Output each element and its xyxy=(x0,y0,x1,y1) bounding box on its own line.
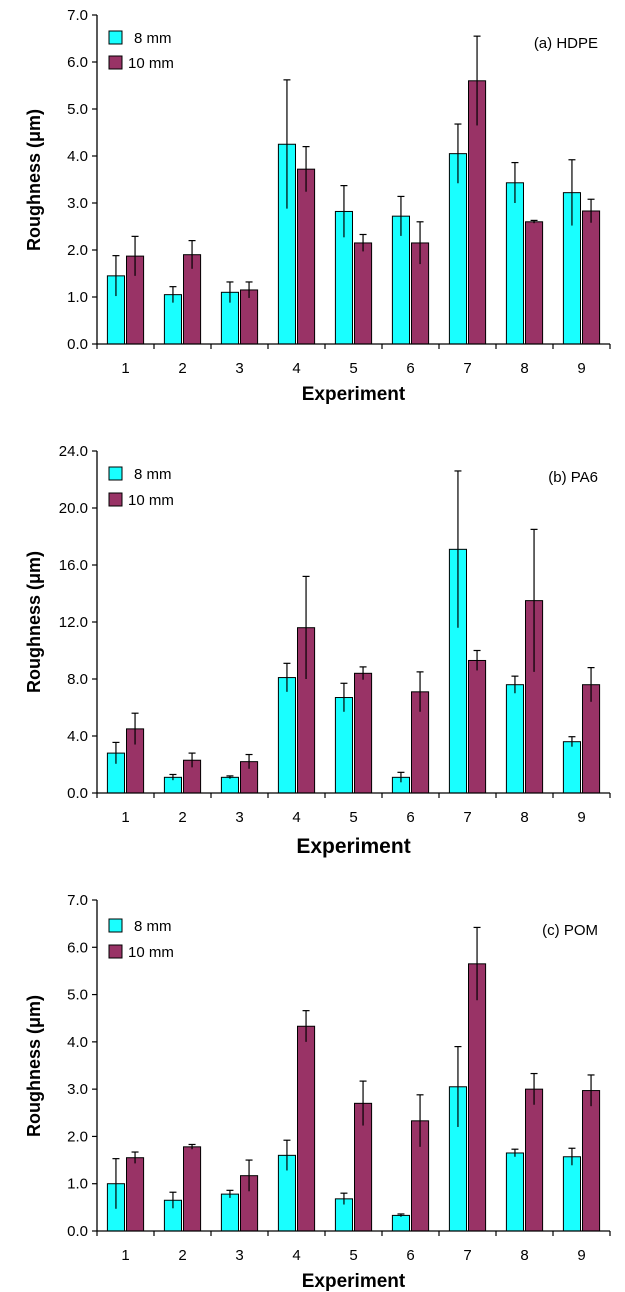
legend-swatch-10mm xyxy=(108,492,123,507)
x-tick-label: 1 xyxy=(121,360,129,377)
chart-panel-2: 0.0 4.0 8.0 12.0 16.0 20.0 24.0 1 2 3 4 5 6 7 8 9 Experi… xyxy=(24,443,611,858)
bar-8mm-exp-8 xyxy=(505,1152,524,1232)
y-tick-label: 4.0 xyxy=(67,148,88,165)
y-tick-label: 5.0 xyxy=(67,987,88,1004)
x-tick-label: 3 xyxy=(235,360,243,377)
y-tick-label: 8.0 xyxy=(67,671,88,688)
x-tick-label: 9 xyxy=(577,809,585,826)
legend-label-10mm: 10 mm xyxy=(128,944,174,961)
y-tick-label: 0.0 xyxy=(67,785,88,802)
panel-label: (a) HDPE xyxy=(534,35,598,52)
legend-swatch-8mm xyxy=(108,466,123,481)
panel-label: (b) PA6 xyxy=(548,469,598,486)
x-tick-label: 7 xyxy=(463,809,471,826)
x-tick-label: 3 xyxy=(235,809,243,826)
x-tick-label: 9 xyxy=(577,360,585,377)
bar-8mm-exp-5 xyxy=(334,697,353,794)
x-tick-label: 4 xyxy=(292,360,300,377)
x-tick-label: 2 xyxy=(178,1247,186,1264)
y-tick-label: 2.0 xyxy=(67,1128,88,1145)
bar-8mm-exp-3 xyxy=(220,776,239,794)
y-tick-label: 3.0 xyxy=(67,195,88,212)
y-tick-label: 3.0 xyxy=(67,1081,88,1098)
x-tick-label: 1 xyxy=(121,809,129,826)
bar-10mm-exp-5 xyxy=(354,672,373,794)
x-axis-title: Experiment xyxy=(302,384,406,405)
x-tick-label: 8 xyxy=(520,809,528,826)
bar-8mm-exp-6 xyxy=(391,1214,410,1232)
legend-swatch-8mm xyxy=(108,30,123,45)
chart-panel-3: 0.0 1.0 2.0 3.0 4.0 5.0 6.0 7.0 1 2 3 4 5 6 7 8 9 Experim… xyxy=(24,892,611,1292)
y-tick-label: 5.0 xyxy=(67,101,88,118)
legend-label-10mm: 10 mm xyxy=(128,492,174,509)
y-tick-label: 7.0 xyxy=(67,7,88,24)
x-tick-label: 1 xyxy=(121,1247,129,1264)
bar-10mm-exp-4 xyxy=(297,1025,316,1232)
y-tick-label: 1.0 xyxy=(67,1176,88,1193)
bar-8mm-exp-3 xyxy=(220,1193,239,1232)
x-tick-label: 7 xyxy=(463,1247,471,1264)
bar-10mm-exp-1 xyxy=(126,1157,145,1232)
y-tick-label: 6.0 xyxy=(67,939,88,956)
y-tick-label: 16.0 xyxy=(59,557,88,574)
x-tick-label: 5 xyxy=(349,809,357,826)
x-tick-label: 9 xyxy=(577,1247,585,1264)
bar-10mm-exp-2 xyxy=(183,1146,202,1232)
bar-8mm-exp-9 xyxy=(562,741,582,794)
bar-8mm-exp-9 xyxy=(562,1156,582,1232)
bar-8mm-exp-8 xyxy=(505,182,524,345)
y-tick-label: 6.0 xyxy=(67,54,88,71)
y-tick-label: 2.0 xyxy=(67,242,88,259)
x-tick-label: 2 xyxy=(178,360,186,377)
y-tick-label: 1.0 xyxy=(67,289,88,306)
bar-8mm-exp-8 xyxy=(505,684,524,794)
x-axis-title: Experiment xyxy=(302,1271,406,1292)
bar-10mm-exp-3 xyxy=(240,289,259,345)
bar-8mm-exp-4 xyxy=(277,677,296,794)
legend-label-8mm: 8 mm xyxy=(134,30,172,47)
y-tick-label: 12.0 xyxy=(59,614,88,631)
y-tick-label: 4.0 xyxy=(67,728,88,745)
x-tick-label: 3 xyxy=(235,1247,243,1264)
legend-label-8mm: 8 mm xyxy=(134,918,172,935)
y-axis-title: Roughness (μm) xyxy=(24,551,44,693)
x-tick-label: 6 xyxy=(406,1247,414,1264)
x-axis-title: Experiment xyxy=(296,835,410,858)
bar-10mm-exp-8 xyxy=(525,1088,544,1232)
x-tick-label: 2 xyxy=(178,809,186,826)
x-tick-label: 6 xyxy=(406,809,414,826)
x-tick-label: 5 xyxy=(349,1247,357,1264)
legend-label-8mm: 8 mm xyxy=(134,466,172,483)
y-tick-label: 7.0 xyxy=(67,892,88,909)
x-tick-label: 7 xyxy=(463,360,471,377)
bar-10mm-exp-4 xyxy=(297,168,316,345)
bar-10mm-exp-5 xyxy=(354,242,373,345)
chart-panel-1: 0.0 1.0 2.0 3.0 4.0 5.0 6.0 7.0 1 2 3 4 5 6 7 8 9 Experim… xyxy=(24,7,611,405)
y-axis-title: Roughness (μm) xyxy=(24,109,44,251)
bar-10mm-exp-7 xyxy=(468,659,487,794)
bar-10mm-exp-7 xyxy=(468,963,487,1232)
legend-swatch-10mm xyxy=(108,944,123,959)
legend-swatch-10mm xyxy=(108,55,123,70)
x-tick-label: 4 xyxy=(292,809,300,826)
x-tick-label: 4 xyxy=(292,1247,300,1264)
legend-label-10mm: 10 mm xyxy=(128,55,174,72)
y-tick-label: 0.0 xyxy=(67,336,88,353)
legend-swatch-8mm xyxy=(108,918,123,933)
y-axis-title: Roughness (μm) xyxy=(24,995,44,1137)
bar-10mm-exp-8 xyxy=(525,221,544,345)
x-tick-label: 5 xyxy=(349,360,357,377)
bar-10mm-exp-9 xyxy=(582,210,601,345)
x-tick-label: 8 xyxy=(520,360,528,377)
y-tick-label: 24.0 xyxy=(59,443,88,460)
bar-10mm-exp-9 xyxy=(582,1090,601,1232)
y-tick-label: 0.0 xyxy=(67,1223,88,1240)
y-tick-label: 4.0 xyxy=(67,1034,88,1051)
panel-label: (c) POM xyxy=(542,922,598,939)
y-tick-label: 20.0 xyxy=(59,500,88,517)
x-tick-label: 6 xyxy=(406,360,414,377)
x-tick-label: 8 xyxy=(520,1247,528,1264)
